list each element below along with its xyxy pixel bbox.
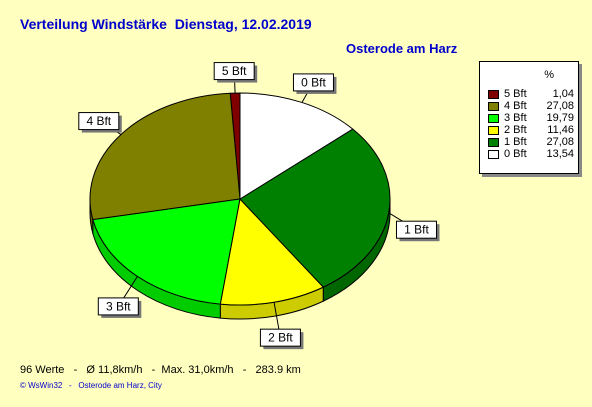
callout-box [213, 62, 255, 81]
legend-value: 19,79 [546, 112, 574, 124]
slice-0-bft [239, 92, 354, 200]
slice-label: 1 Bft [404, 223, 429, 237]
legend-value: 1,04 [552, 88, 574, 100]
slice-1-bft [239, 128, 391, 288]
legend-item: 3 Bft 19,79 [488, 112, 576, 125]
legend-swatch [488, 126, 499, 135]
slice-3-bft [92, 198, 241, 305]
legend-label: 0 Bft [504, 148, 527, 160]
slice-label: 4 Bft [86, 114, 111, 128]
location-label: Osterode am Harz [346, 41, 458, 56]
credit-line: © WsWin32 - Osterode am Harz, City [20, 381, 162, 390]
legend-item: 1 Bft 27,08 [488, 136, 576, 149]
chart-title: Verteilung Windstärke Dienstag, 12.02.20… [20, 16, 312, 32]
slice-2-bft [219, 197, 325, 306]
legend-item: 0 Bft 13,54 [488, 148, 576, 161]
legend-swatch [488, 102, 499, 111]
legend-value: 11,46 [547, 124, 574, 136]
callout-box [395, 220, 437, 239]
legend-label: 2 Bft [504, 124, 527, 136]
slice-label: 2 Bft [268, 331, 293, 345]
callout-box [292, 73, 334, 92]
legend-label: 3 Bft [504, 112, 527, 124]
callout-box [259, 328, 301, 347]
legend-item: 4 Bft 27,08 [488, 100, 576, 113]
legend-percent-header: % [544, 69, 554, 81]
legend-value: 27,08 [546, 100, 574, 112]
legend-swatch [488, 114, 499, 123]
legend-label: 1 Bft [504, 136, 527, 148]
legend-value: 13,54 [546, 148, 574, 160]
legend-label: 5 Bft [504, 88, 527, 100]
legend-swatch [488, 150, 499, 159]
statistics-line: 96 Werte - Ø 11,8km/h - Max. 31,0km/h - … [20, 364, 301, 376]
legend-label: 4 Bft [504, 100, 527, 112]
slice-label: 5 Bft [222, 64, 247, 78]
legend-value: 27,08 [546, 136, 574, 148]
callout-box [78, 112, 120, 131]
legend-item: 2 Bft 11,46 [488, 124, 576, 137]
legend-swatch [488, 90, 499, 99]
slice-label: 0 Bft [301, 75, 326, 89]
callout-box [97, 297, 139, 316]
slice-4-bft [89, 92, 241, 221]
legend: % 5 Bft 1,04 4 Bft 27,08 3 Bft 19,79 2 Bft 11,4… [479, 61, 579, 174]
legend-swatch [488, 138, 499, 147]
slice-label: 3 Bft [106, 299, 131, 313]
legend-item: 5 Bft 1,04 [488, 88, 576, 101]
